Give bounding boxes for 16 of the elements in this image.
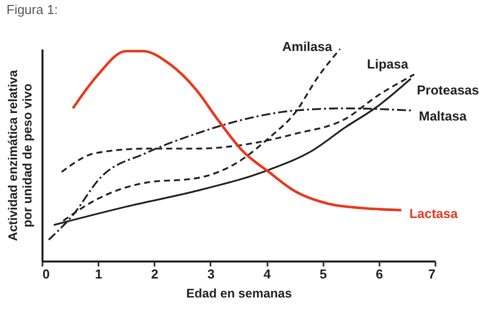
x-tick-label: 2 <box>151 266 158 282</box>
series-label: Maltasa <box>418 108 468 124</box>
x-axis-title: Edad en semanas <box>186 286 292 300</box>
series-label: Lactasa <box>409 206 459 222</box>
series-label: Lipasa <box>367 56 409 72</box>
x-tick-label: 1 <box>95 266 102 282</box>
series-label: Proteasas <box>416 82 480 98</box>
x-tick-label: 4 <box>263 266 272 282</box>
x-tick-label: 5 <box>320 266 327 282</box>
x-tick-label: 3 <box>207 266 215 282</box>
x-tick-label: 7 <box>428 266 436 282</box>
series-label: Amilasa <box>282 39 333 54</box>
x-tick-label: 6 <box>376 266 383 282</box>
x-tick-label: 0 <box>42 266 50 282</box>
y-axis-title: Actividad enzimática relativa por unidad de peso vivo <box>6 69 34 241</box>
chart-title: Figura 1: <box>6 2 58 17</box>
